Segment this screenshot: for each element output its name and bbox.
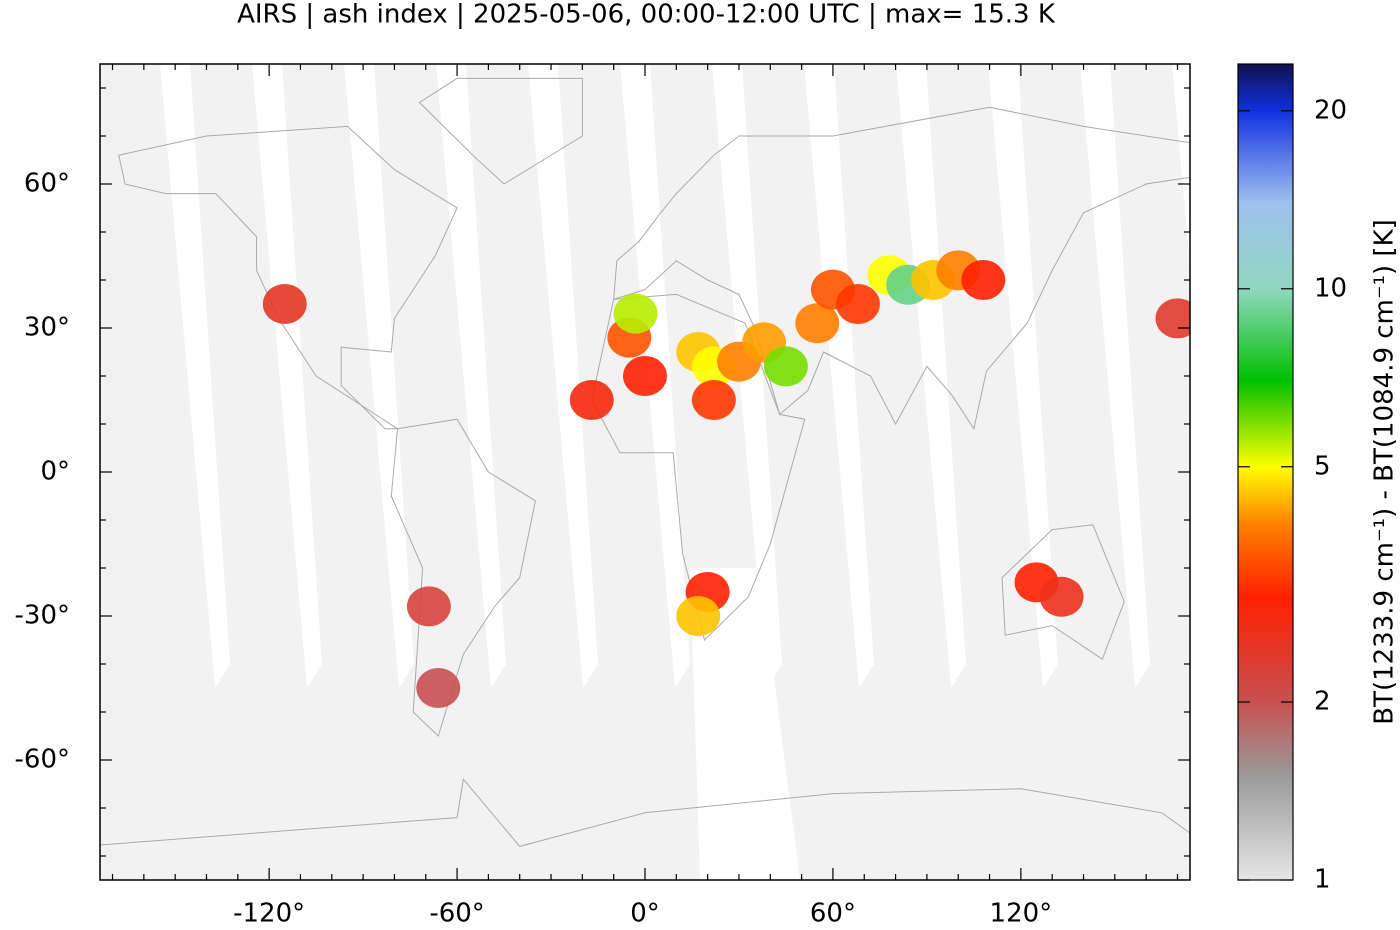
map-title: AIRS | ash index | 2025-05-06, 00:00-12:… <box>237 0 1056 30</box>
swath-gap <box>690 568 800 880</box>
swath-gap <box>988 64 1058 688</box>
coastline <box>591 293 806 641</box>
ash-hotspot <box>623 356 667 396</box>
swath-gap <box>896 64 966 688</box>
x-tick-label: -120° <box>233 899 305 929</box>
ash-hotspot <box>613 293 658 334</box>
x-tick-label: 120° <box>990 899 1053 929</box>
ash-hotspot <box>406 586 451 627</box>
y-tick-label: 60° <box>24 169 70 199</box>
y-tick-label: -60° <box>15 745 70 775</box>
ash-hotspot <box>676 596 721 636</box>
ash-hotspot <box>691 380 736 420</box>
x-tick-label: 60° <box>810 899 856 929</box>
ash-hotspot <box>835 284 880 324</box>
swath-gap <box>436 64 506 688</box>
ash-hotspot <box>1155 298 1190 339</box>
colorbar-label: BT(1233.9 cm⁻¹) - BT(1084.9 cm⁻¹) [K] <box>1370 219 1400 725</box>
coastline <box>1001 524 1125 660</box>
coastline <box>100 778 1190 880</box>
swath-gap <box>1172 64 1190 269</box>
colorbar <box>1237 63 1294 881</box>
ash-hotspot <box>1039 576 1084 617</box>
map-layer <box>100 64 1190 880</box>
x-tick-label: 0° <box>630 899 660 929</box>
ash-hotspot <box>569 380 614 420</box>
x-tick-label: -60° <box>429 899 484 929</box>
y-tick-label: 30° <box>24 313 70 343</box>
swath-gap <box>160 64 230 688</box>
colorbar-tick-label: 20 <box>1314 95 1347 125</box>
coastline <box>418 77 583 185</box>
colorbar-tick-label: 1 <box>1314 865 1331 895</box>
ash-hotspot <box>416 668 461 708</box>
ash-hotspot <box>763 346 808 387</box>
swath-gap <box>252 64 322 688</box>
colorbar-tick-label: 5 <box>1314 451 1331 481</box>
coastline <box>390 418 536 737</box>
y-tick-label: 0° <box>40 457 70 487</box>
ash-hotspot <box>262 284 307 324</box>
swath-gap <box>528 64 598 688</box>
colorbar-tick-label: 10 <box>1314 273 1347 303</box>
swath-gap <box>1080 64 1150 688</box>
ash-hotspot <box>961 260 1006 300</box>
ash-hotspot <box>795 303 840 344</box>
coastline <box>118 125 458 430</box>
swath-gap <box>344 64 414 688</box>
y-tick-label: -30° <box>15 601 70 631</box>
map-plot <box>100 64 1190 880</box>
swath-gap <box>804 64 874 688</box>
colorbar-tick-label: 2 <box>1314 687 1331 717</box>
